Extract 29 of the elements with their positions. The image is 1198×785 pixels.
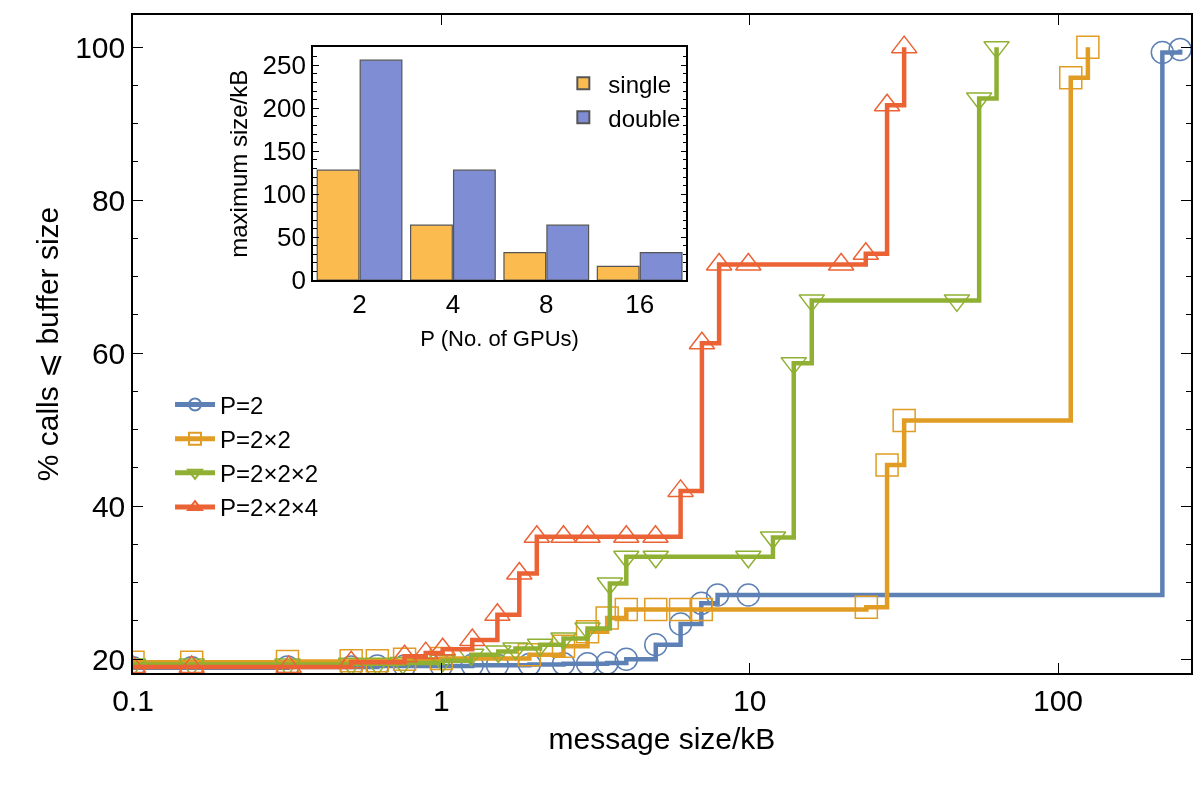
legend-label: P=2 [220, 391, 264, 419]
y-tick-label: 80 [91, 183, 126, 217]
y-axis-title: % calls ⩽ buffer size [30, 206, 64, 482]
x-axis-title: message size/kB [548, 721, 776, 755]
x-axis-title: P (No. of GPUs) [420, 325, 579, 351]
legend-label: single [608, 70, 672, 98]
x-tick-label: 1 [432, 683, 450, 717]
y-tick-label: 150 [262, 136, 306, 167]
y-tick-label: 250 [262, 50, 306, 81]
y-tick-label: 50 [276, 222, 306, 253]
y-tick-label: 100 [75, 30, 126, 64]
x-tick-label: 4 [445, 289, 461, 320]
x-tick-label: 2 [352, 289, 367, 320]
legend-label: double [608, 104, 681, 132]
legend-label: P=2×2×2 [220, 460, 319, 488]
y-tick-label: 60 [91, 336, 126, 370]
y-axis-title: maximum size/kB [225, 69, 253, 258]
y-tick-label: 200 [262, 93, 306, 124]
x-tick-label: 10 [732, 683, 767, 717]
x-tick-label: 16 [625, 289, 655, 320]
x-tick-label: 8 [539, 289, 554, 320]
y-tick-label: 100 [262, 179, 306, 210]
y-tick-label: 40 [91, 489, 126, 523]
legend-label: P=2×2 [220, 426, 291, 454]
y-tick-label: 0 [291, 265, 306, 296]
x-tick-label: 100 [1032, 683, 1084, 717]
legend-label: P=2×2×4 [220, 494, 319, 522]
y-tick-label: 20 [91, 642, 126, 676]
x-tick-label: 0.1 [112, 683, 154, 717]
